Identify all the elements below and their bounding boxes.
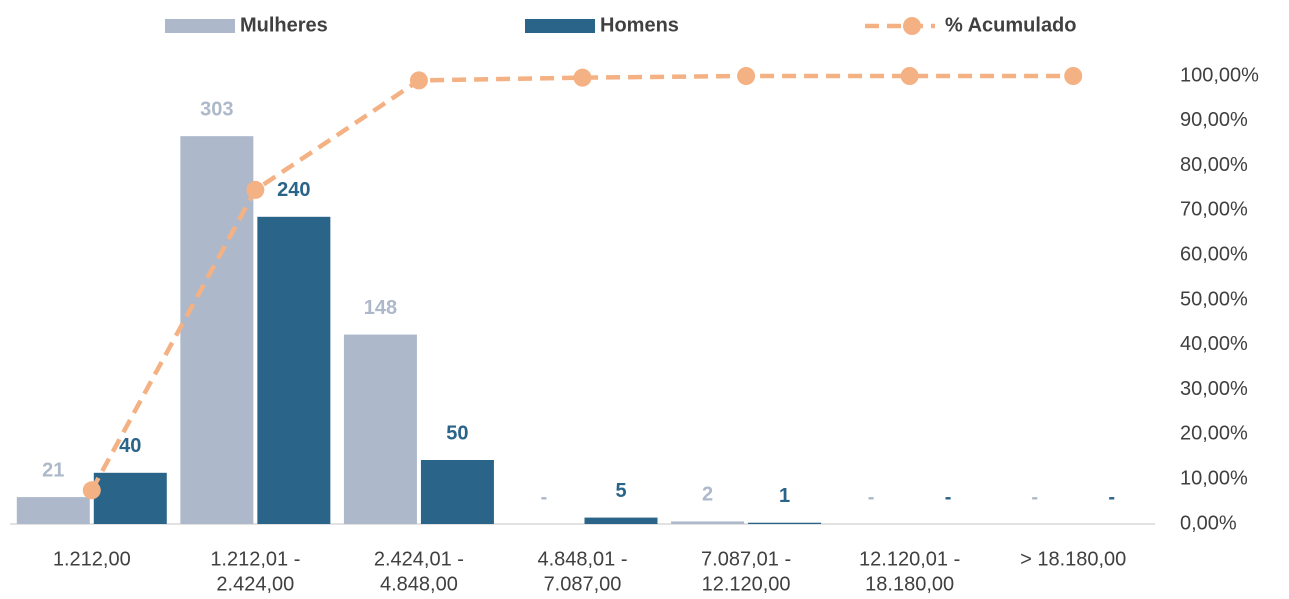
legend-swatch: [165, 19, 235, 33]
data-label: -: [1031, 486, 1038, 508]
x-tick-label: 4.848,00: [380, 573, 458, 595]
x-tick-label: 4.848,01 -: [537, 548, 627, 570]
legend-label: Mulheres: [240, 14, 328, 36]
bar: [16, 497, 90, 524]
legend-label: % Acumulado: [945, 14, 1077, 36]
y2-tick-label: 30,00%: [1180, 378, 1248, 400]
y2-tick-label: 80,00%: [1180, 154, 1248, 176]
x-tick-label: 2.424,01 -: [374, 548, 464, 570]
x-tick-label: > 18.180,00: [1020, 548, 1126, 570]
y2-tick-label: 20,00%: [1180, 423, 1248, 445]
bar: [257, 216, 331, 525]
data-label: 50: [446, 422, 468, 444]
cumulative-point: [246, 180, 265, 199]
data-label: -: [541, 486, 548, 508]
y2-tick-label: 90,00%: [1180, 109, 1248, 131]
data-label: -: [868, 486, 875, 508]
data-label: 148: [364, 297, 397, 319]
legend-marker: [903, 17, 921, 35]
y2-tick-label: 10,00%: [1180, 467, 1248, 489]
data-label: 21: [42, 459, 64, 481]
cumulative-point: [82, 481, 101, 500]
bar: [584, 517, 658, 524]
x-tick-label: 18.180,00: [865, 573, 954, 595]
bar: [93, 472, 167, 524]
bar: [748, 522, 822, 524]
y2-tick-label: 50,00%: [1180, 288, 1248, 310]
bar: [420, 460, 494, 524]
x-tick-label: 1.212,01 -: [210, 548, 300, 570]
legend-swatch: [525, 19, 595, 33]
y2-tick-label: 0,00%: [1180, 512, 1237, 534]
legend-label: Homens: [600, 14, 679, 36]
x-tick-label: 7.087,01 -: [701, 548, 791, 570]
bar: [343, 334, 417, 524]
x-tick-label: 12.120,00: [702, 573, 791, 595]
cumulative-point: [1064, 67, 1083, 85]
x-tick-label: 7.087,00: [544, 573, 622, 595]
y2-tick-label: 60,00%: [1180, 243, 1248, 265]
y2-tick-label: 100,00%: [1180, 64, 1259, 86]
cumulative-point: [409, 71, 428, 90]
bar: [180, 136, 254, 524]
data-label: -: [1108, 486, 1115, 508]
x-tick-label: 2.424,00: [216, 573, 294, 595]
x-tick-label: 1.212,00: [53, 548, 131, 570]
data-label: 2: [702, 484, 713, 506]
x-tick-label: 12.120,01 -: [859, 548, 960, 570]
y2-tick-label: 70,00%: [1180, 199, 1248, 221]
cumulative-point: [900, 67, 919, 85]
data-label: 240: [277, 179, 310, 201]
data-label: 5: [615, 480, 626, 502]
y2-tick-label: 40,00%: [1180, 333, 1248, 355]
data-label: 303: [200, 98, 233, 120]
cumulative-point: [737, 67, 756, 85]
data-label: 1: [779, 485, 790, 507]
cumulative-point: [573, 68, 592, 87]
data-label: 40: [119, 435, 141, 457]
bar: [671, 521, 745, 524]
data-label: -: [945, 486, 952, 508]
